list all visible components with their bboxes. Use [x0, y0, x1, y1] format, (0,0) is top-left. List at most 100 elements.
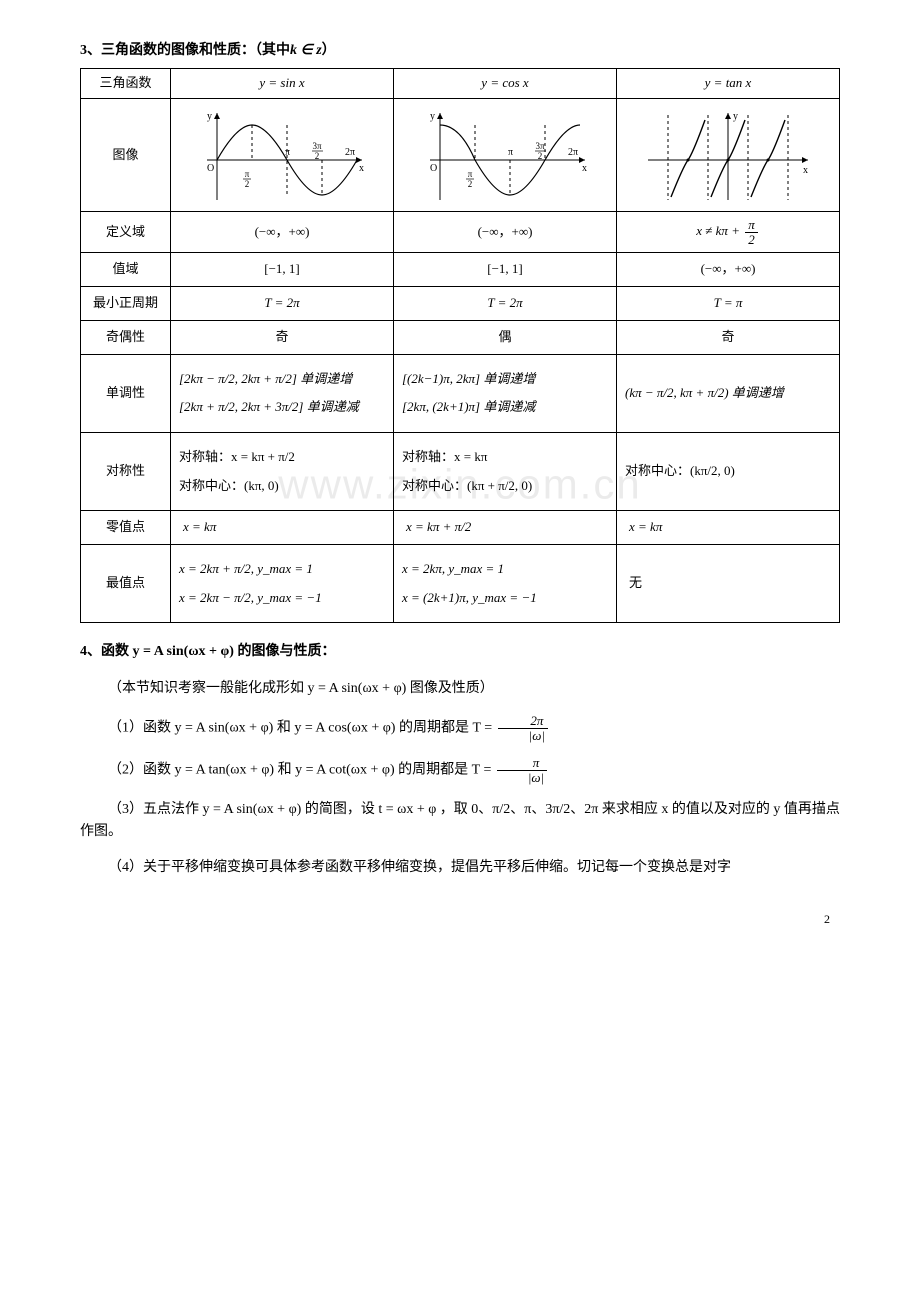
domain-sin: (−∞，+∞) [171, 212, 394, 253]
domain-tan: x ≠ kπ + π2 [617, 212, 840, 253]
period-tan: T = π [617, 287, 840, 321]
sec3-title-text: 三角函数的图像和性质：（其中 [101, 43, 290, 58]
row-ext: 最值点 x = 2kπ + π/2, y_max = 1 x = 2kπ − π… [81, 545, 840, 623]
mono-tan-inc: (kπ − π/2, kπ + π/2) 单调递增 [625, 379, 831, 408]
svg-text:O: O [207, 163, 214, 174]
zero-cos: x = kπ + π/2 [394, 511, 617, 545]
sym-sin-center: 对称中心：(kπ, 0) [179, 472, 385, 501]
sym-sin-axis: 对称轴：x = kπ + π/2 [179, 443, 385, 472]
mono-cos: [(2k−1)π, 2kπ] 单调递增 [2kπ, (2k+1)π] 单调递减 [394, 354, 617, 432]
row-mono: 单调性 [2kπ − π/2, 2kπ + π/2] 单调递增 [2kπ + π… [81, 354, 840, 432]
th-sin: y = sin x [171, 69, 394, 99]
mono-cos-inc: [(2k−1)π, 2kπ] 单调递增 [402, 365, 608, 394]
svg-text:O: O [430, 163, 437, 174]
th-tan: y = tan x [617, 69, 840, 99]
zero-sin: x = kπ [171, 511, 394, 545]
graph-cos: O x y π2 π 3π2 2π [394, 99, 617, 212]
section4-title: 4、函数 y = A sin(ωx + φ) 的图像与性质： [80, 641, 840, 663]
svg-text:x: x [359, 163, 364, 174]
sec3-suffix: ） [322, 43, 336, 58]
svg-text:3π: 3π [312, 141, 322, 151]
svg-text:π: π [245, 169, 250, 179]
svg-text:π: π [285, 147, 290, 158]
graph-sin: O x y π2 π 3π2 2π [171, 99, 394, 212]
row-domain: 定义域 (−∞，+∞) (−∞，+∞) x ≠ kπ + π2 [81, 212, 840, 253]
th-func: 三角函数 [81, 69, 171, 99]
sym-cos: 对称轴：x = kπ 对称中心：(kπ + π/2, 0) [394, 433, 617, 511]
trig-table: 三角函数 y = sin x y = cos x y = tan x 图像 O … [80, 68, 840, 623]
ext-sin-min: x = 2kπ − π/2, y_max = −1 [179, 584, 385, 613]
sym-sin: 对称轴：x = kπ + π/2 对称中心：(kπ, 0) [171, 433, 394, 511]
sym-tan: 对称中心：(kπ/2, 0) [617, 433, 840, 511]
svg-text:2π: 2π [345, 147, 355, 158]
page-number: 2 [80, 910, 840, 929]
ext-cos-min: x = (2k+1)π, y_max = −1 [402, 584, 608, 613]
range-tan: (−∞，+∞) [617, 253, 840, 287]
svg-text:y: y [430, 111, 435, 122]
label-zero: 零值点 [81, 511, 171, 545]
svg-text:x: x [803, 165, 808, 176]
p1-text: （1）函数 y = A sin(ωx + φ) 和 y = A cos(ωx +… [108, 720, 496, 735]
zero-tan: x = kπ [617, 511, 840, 545]
row-graph: 图像 O x y π2 π 3π2 [81, 99, 840, 212]
sec3-prefix: 3、 [80, 43, 101, 58]
row-parity: 奇偶性 奇 偶 奇 [81, 321, 840, 355]
mono-cos-dec: [2kπ, (2k+1)π] 单调递减 [402, 393, 608, 422]
svg-text:y: y [733, 111, 738, 122]
row-zero: 零值点 x = kπ x = kπ + π/2 x = kπ [81, 511, 840, 545]
svg-text:y: y [207, 111, 212, 122]
ext-cos: x = 2kπ, y_max = 1 x = (2k+1)π, y_max = … [394, 545, 617, 623]
section4-p4: （4）关于平移伸缩变换可具体参考函数平移伸缩变换，提倡先平移后伸缩。切记每一个变… [80, 857, 840, 879]
mono-sin: [2kπ − π/2, 2kπ + π/2] 单调递增 [2kπ + π/2, … [171, 354, 394, 432]
table-header-row: 三角函数 y = sin x y = cos x y = tan x [81, 69, 840, 99]
label-mono: 单调性 [81, 354, 171, 432]
label-graph: 图像 [81, 99, 171, 212]
row-range: 值域 [−1, 1] [−1, 1] (−∞，+∞) [81, 253, 840, 287]
parity-sin: 奇 [171, 321, 394, 355]
mono-sin-dec: [2kπ + π/2, 2kπ + 3π/2] 单调递减 [179, 393, 385, 422]
label-domain: 定义域 [81, 212, 171, 253]
parity-cos: 偶 [394, 321, 617, 355]
sym-cos-center: 对称中心：(kπ + π/2, 0) [402, 472, 608, 501]
svg-text:2: 2 [245, 179, 250, 189]
label-sym: 对称性 [81, 433, 171, 511]
mono-sin-inc: [2kπ − π/2, 2kπ + π/2] 单调递增 [179, 365, 385, 394]
ext-tan: 无 [617, 545, 840, 623]
domain-cos: (−∞，+∞) [394, 212, 617, 253]
svg-text:2π: 2π [568, 147, 578, 158]
sec3-cond: k ∈ z [290, 43, 322, 58]
p2-text: （2）函数 y = A tan(ωx + φ) 和 y = A cot(ωx +… [108, 763, 495, 778]
svg-text:3π: 3π [535, 141, 545, 151]
parity-tan: 奇 [617, 321, 840, 355]
label-range: 值域 [81, 253, 171, 287]
range-sin: [−1, 1] [171, 253, 394, 287]
label-ext: 最值点 [81, 545, 171, 623]
svg-text:x: x [582, 163, 587, 174]
section4: 4、函数 y = A sin(ωx + φ) 的图像与性质： （本节知识考察一般… [80, 641, 840, 880]
period-cos: T = 2π [394, 287, 617, 321]
th-cos: y = cos x [394, 69, 617, 99]
svg-text:π: π [468, 169, 473, 179]
mono-tan: (kπ − π/2, kπ + π/2) 单调递增 [617, 354, 840, 432]
label-period: 最小正周期 [81, 287, 171, 321]
period-sin: T = 2π [171, 287, 394, 321]
section3-title: 3、三角函数的图像和性质：（其中k ∈ z） [80, 40, 840, 62]
range-cos: [−1, 1] [394, 253, 617, 287]
row-period: 最小正周期 T = 2π T = 2π T = π [81, 287, 840, 321]
section4-p1: （1）函数 y = A sin(ωx + φ) 和 y = A cos(ωx +… [80, 714, 840, 742]
graph-tan: x y [617, 99, 840, 212]
svg-text:2: 2 [315, 151, 320, 161]
section4-p3: （3）五点法作 y = A sin(ωx + φ) 的简图，设 t = ωx +… [80, 799, 840, 844]
ext-cos-max: x = 2kπ, y_max = 1 [402, 555, 608, 584]
svg-text:π: π [508, 147, 513, 158]
label-parity: 奇偶性 [81, 321, 171, 355]
svg-text:2: 2 [538, 151, 543, 161]
section4-p2: （2）函数 y = A tan(ωx + φ) 和 y = A cot(ωx +… [80, 756, 840, 784]
svg-text:2: 2 [468, 179, 473, 189]
ext-sin: x = 2kπ + π/2, y_max = 1 x = 2kπ − π/2, … [171, 545, 394, 623]
sym-cos-axis: 对称轴：x = kπ [402, 443, 608, 472]
ext-sin-max: x = 2kπ + π/2, y_max = 1 [179, 555, 385, 584]
sym-tan-center: 对称中心：(kπ/2, 0) [625, 457, 831, 486]
section4-intro: （本节知识考察一般能化成形如 y = A sin(ωx + φ) 图像及性质） [80, 678, 840, 700]
row-sym: 对称性 对称轴：x = kπ + π/2 对称中心：(kπ, 0) 对称轴：x … [81, 433, 840, 511]
